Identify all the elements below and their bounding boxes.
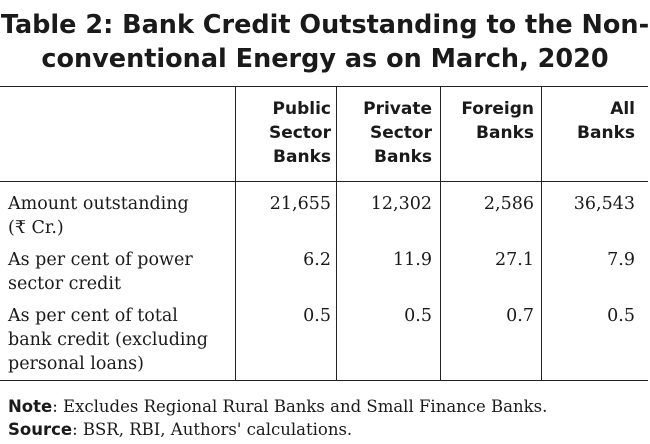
table-title-line-2: conventional Energy as on March, 2020 [41,44,609,74]
table-cell: 21,655 [269,194,331,214]
source-label: Source [8,420,73,439]
column-header-foreign-banks: Foreign Banks [461,99,534,143]
note-label: Note [8,397,53,416]
table-cell: 0.5 [404,306,432,326]
table-notes: Note: Excludes Regional Rural Banks and … [8,395,547,441]
column-divider-3 [440,87,441,380]
table-cell: 0.5 [607,306,635,326]
table-cell: 6.2 [303,250,331,270]
credit-table: Public Sector Banks Private Sector Banks… [0,86,648,381]
table-cell: 7.9 [607,250,635,270]
note-line: Note: Excludes Regional Rural Banks and … [8,395,547,418]
row-label-amount-outstanding: Amount outstanding (₹ Cr.) [8,194,189,238]
note-text: : Excludes Regional Rural Banks and Smal… [52,397,548,416]
row-label-total-bank-credit: As per cent of total bank credit (exclud… [8,306,208,374]
table-cell: 11.9 [393,250,432,270]
source-text: : BSR, RBI, Authors' calculations. [72,420,353,439]
table-cell: 2,586 [483,194,534,214]
column-header-all-banks: All Banks [577,99,635,143]
table-cell: 0.7 [506,306,534,326]
source-line: Source: BSR, RBI, Authors' calculations. [8,418,547,441]
header-divider [0,181,648,182]
table-cell: 0.5 [303,306,331,326]
table-cell: 27.1 [495,250,534,270]
table-title-line-1: Table 2: Bank Credit Outstanding to the … [0,10,650,40]
column-divider-1 [235,87,236,380]
row-label-power-sector-credit: As per cent of power sector credit [8,250,193,294]
column-header-private-sector-banks: Private Sector Banks [363,99,432,167]
table-cell: 12,302 [370,194,432,214]
column-divider-4 [541,87,542,380]
table-title: Table 2: Bank Credit Outstanding to the … [0,8,650,76]
table-cell: 36,543 [573,194,635,214]
column-divider-2 [336,87,337,380]
column-header-public-sector-banks: Public Sector Banks [268,99,331,167]
